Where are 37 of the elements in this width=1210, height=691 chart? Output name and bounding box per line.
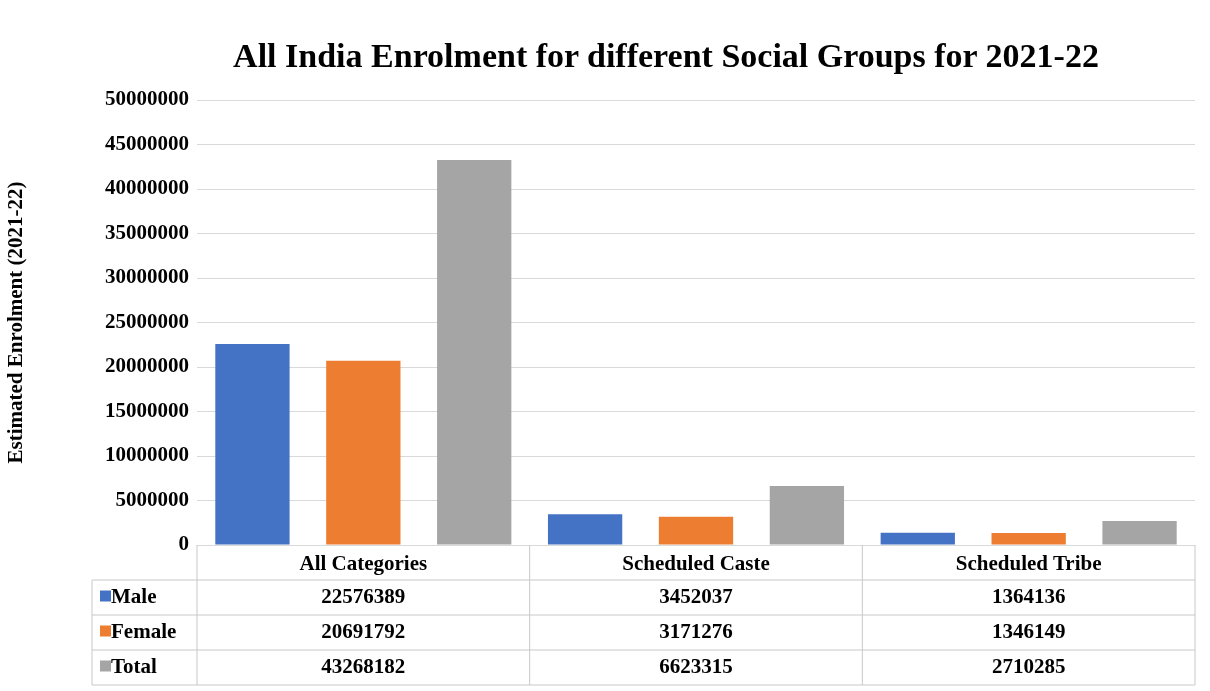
- chart-title: All India Enrolment for different Social Groups for 2021-22: [233, 36, 1099, 74]
- data-label: 43268182: [321, 653, 406, 678]
- data-label: 2710285: [991, 653, 1066, 678]
- bar: [547, 514, 623, 545]
- data-label: 20691792: [321, 618, 406, 643]
- y-tick-label: 25000000: [105, 308, 189, 333]
- y-tick-label: 15000000: [105, 397, 189, 422]
- x-tick-label: Scheduled Tribe: [955, 550, 1102, 575]
- y-tick-label: 40000000: [105, 175, 189, 200]
- bar: [769, 486, 845, 545]
- bar: [991, 533, 1066, 545]
- y-tick-label: 45000000: [105, 130, 189, 155]
- legend-label: Total: [111, 653, 158, 678]
- bar: [215, 344, 290, 545]
- y-axis-title: Estimated Enrolment (2021-22): [3, 181, 28, 464]
- data-label: 1364136: [991, 583, 1066, 608]
- data-label: 22576389: [321, 583, 406, 608]
- bar: [437, 159, 512, 545]
- data-label: 3171276: [659, 618, 733, 643]
- legend-label: Female: [111, 618, 177, 643]
- y-tick-label: 5000000: [115, 486, 189, 511]
- x-tick-label: All Categories: [299, 550, 428, 575]
- bar: [658, 516, 734, 545]
- y-tick-label: 35000000: [105, 219, 189, 244]
- data-label: 3452037: [659, 583, 733, 608]
- y-tick-label: 0: [178, 531, 189, 556]
- bar: [326, 360, 401, 545]
- bar: [880, 532, 955, 545]
- y-tick-label: 20000000: [105, 353, 189, 378]
- data-label: 1346149: [991, 618, 1066, 643]
- x-tick-label: Scheduled Caste: [622, 550, 770, 575]
- y-tick-label: 10000000: [105, 442, 189, 467]
- y-tick-label: 50000000: [105, 86, 189, 111]
- y-tick-label: 30000000: [105, 264, 189, 289]
- data-label: 6623315: [659, 653, 733, 678]
- legend-label: Male: [111, 583, 157, 608]
- bar: [1102, 520, 1177, 545]
